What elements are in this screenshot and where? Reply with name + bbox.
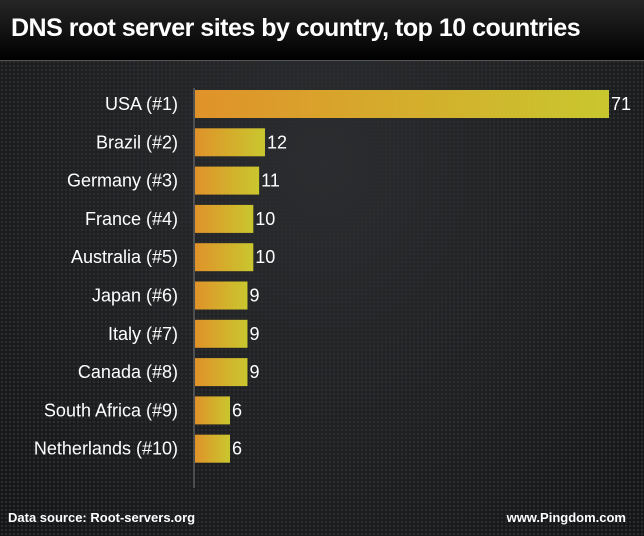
value-label: 10 — [255, 209, 275, 229]
value-label: 6 — [232, 439, 242, 459]
category-label: Netherlands (#10) — [34, 439, 178, 459]
category-label: Italy (#7) — [108, 324, 178, 344]
category-label: Germany (#3) — [67, 171, 178, 191]
value-label: 11 — [261, 171, 280, 191]
category-label: Australia (#5) — [71, 247, 178, 267]
bar — [195, 281, 248, 310]
bar — [195, 128, 265, 157]
category-label: Brazil (#2) — [96, 132, 178, 152]
value-label: 9 — [249, 286, 259, 306]
value-label: 71 — [611, 94, 631, 114]
bar — [195, 358, 248, 387]
value-label: 9 — [249, 362, 259, 382]
brand-link[interactable]: www.Pingdom.com — [506, 510, 626, 525]
data-source: Data source: Root-servers.org — [8, 510, 196, 525]
bar — [195, 90, 609, 118]
bar — [195, 243, 254, 272]
category-label: France (#4) — [85, 209, 178, 229]
value-label: 10 — [255, 247, 275, 267]
value-label: 6 — [232, 400, 242, 420]
bar — [195, 166, 260, 195]
bar — [195, 434, 230, 463]
category-label: Canada (#8) — [78, 362, 178, 382]
value-label: 12 — [267, 132, 287, 152]
category-label: Japan (#6) — [92, 286, 178, 306]
value-label: 9 — [249, 324, 259, 344]
bar — [195, 319, 248, 348]
title-bar: DNS root server sites by country, top 10… — [0, 0, 644, 61]
chart-title: DNS root server sites by country, top 10… — [11, 14, 581, 42]
category-label: South Africa (#9) — [44, 400, 178, 420]
bar — [195, 396, 230, 425]
category-label: USA (#1) — [105, 94, 178, 114]
bar — [195, 204, 254, 233]
